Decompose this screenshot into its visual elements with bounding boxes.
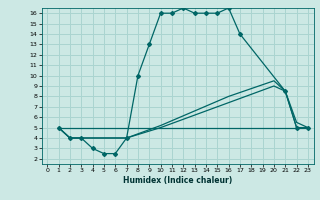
X-axis label: Humidex (Indice chaleur): Humidex (Indice chaleur) — [123, 176, 232, 185]
